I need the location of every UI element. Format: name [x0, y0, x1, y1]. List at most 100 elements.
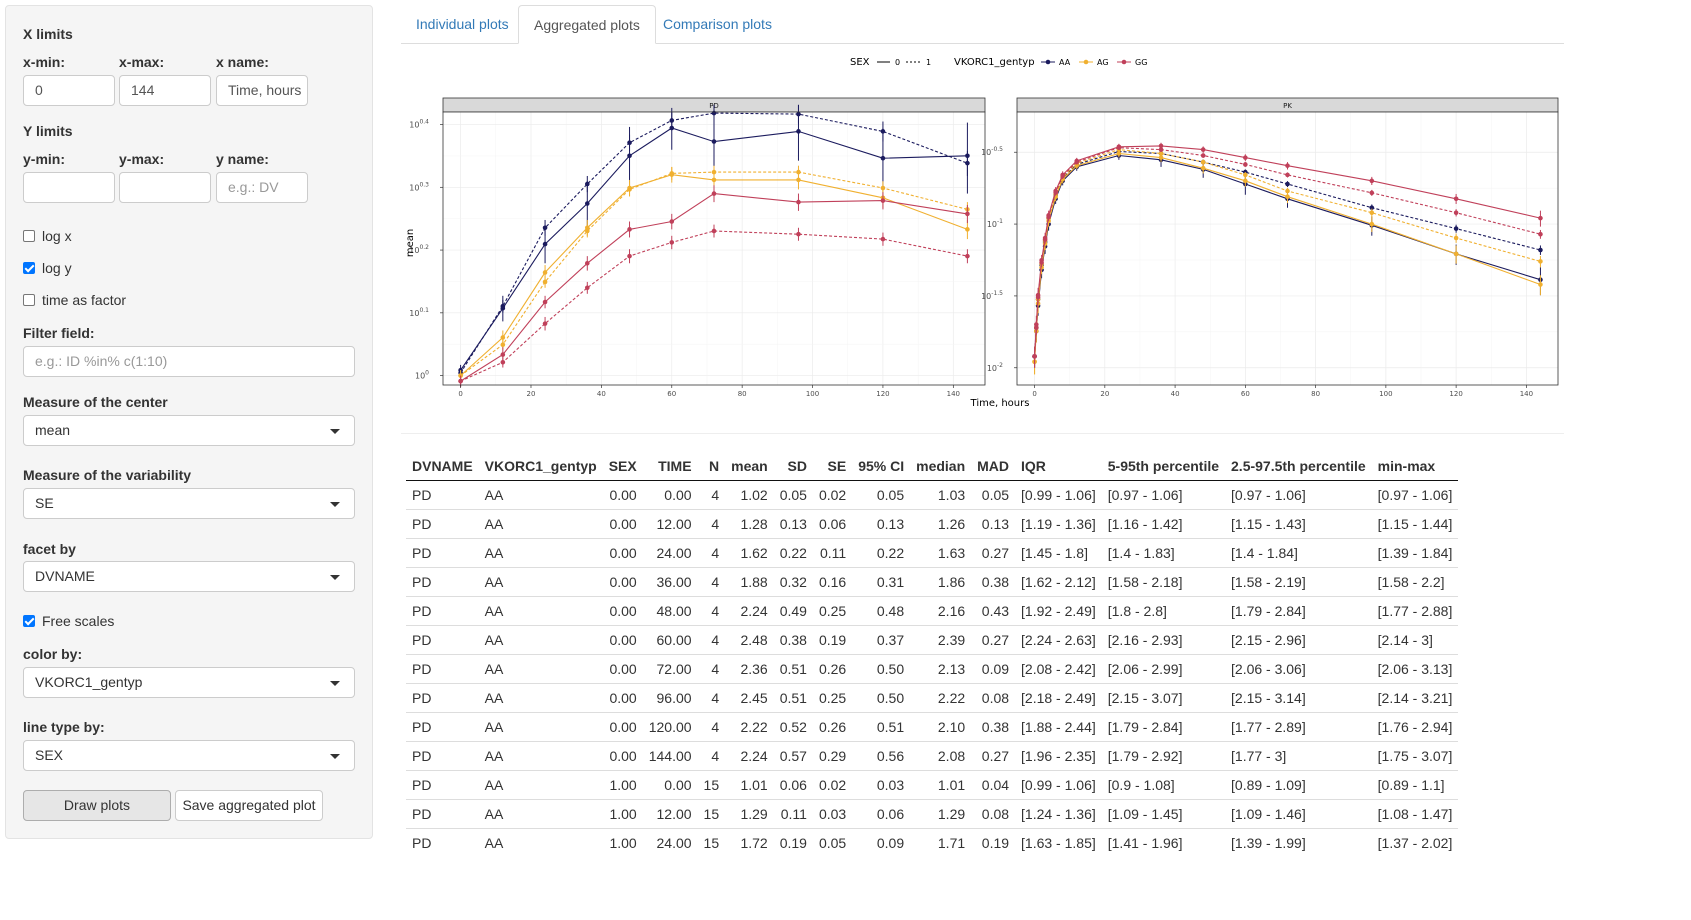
- tab-comparison-plots[interactable]: Comparison plots: [663, 16, 772, 32]
- data-point: [1243, 172, 1248, 178]
- table-cell: 12.00: [642, 799, 698, 829]
- data-point: [542, 241, 548, 247]
- table-header-cell[interactable]: IQR: [1015, 452, 1102, 481]
- variability-select[interactable]: SE: [23, 488, 355, 519]
- table-cell: PD: [406, 596, 479, 626]
- facet-value: DVNAME: [35, 568, 95, 584]
- table-header-cell[interactable]: SEX: [602, 452, 643, 481]
- data-point: [542, 299, 548, 305]
- table-cell: 1.26: [910, 509, 972, 539]
- table-header-cell[interactable]: min-max: [1371, 452, 1459, 481]
- facet-select[interactable]: DVNAME: [23, 561, 355, 592]
- data-point: [965, 227, 970, 232]
- xmin-input[interactable]: 0: [23, 75, 115, 106]
- table-cell: 15: [697, 770, 726, 800]
- table-row: PD AA 1.00 12.00 15 1.29 0.11 0.03 0.06 1.29 0.08[…: [406, 799, 1459, 829]
- table-cell: [2.06 - 3.06]: [1225, 654, 1372, 684]
- time-factor-box[interactable]: [23, 294, 35, 306]
- table-cell: 0.37: [852, 625, 911, 655]
- free-scales-checkbox[interactable]: Free scales: [23, 613, 114, 629]
- table-cell: 0.50: [852, 654, 911, 684]
- data-point: [711, 177, 717, 183]
- x-tick-label: 120: [876, 390, 889, 398]
- y-tick-label: 10-1.5: [981, 290, 1003, 301]
- table-header-cell[interactable]: N: [697, 452, 726, 481]
- save-aggregated-plot-button[interactable]: Save aggregated plot: [175, 790, 323, 821]
- data-point: [584, 228, 590, 234]
- color-select[interactable]: VKORC1_gentyp: [23, 667, 355, 698]
- table-cell: PD: [406, 683, 479, 713]
- table-cell: 4: [697, 712, 726, 742]
- table-cell: 2.45: [725, 683, 774, 713]
- table-row: PD AA 0.00 0.00 4 1.02 0.05 0.02 0.05 1.03 0.05 [0.…: [406, 480, 1459, 510]
- data-point: [627, 140, 632, 146]
- table-cell: AA: [478, 712, 603, 742]
- ymax-input[interactable]: [119, 172, 211, 203]
- table-header-cell[interactable]: 95% CI: [852, 452, 911, 481]
- x-tick-label: 60: [1241, 390, 1250, 398]
- table-cell: 1.72: [725, 828, 774, 857]
- table-cell: [0.99 - 1.06]: [1015, 480, 1102, 510]
- table-cell: [1.4 - 1.83]: [1101, 538, 1226, 568]
- data-point: [1285, 163, 1290, 168]
- table-header-cell[interactable]: SE: [812, 452, 853, 481]
- free-scales-box[interactable]: [23, 615, 35, 627]
- table-header-cell[interactable]: 5-95th percentile: [1101, 452, 1226, 481]
- data-point: [1369, 205, 1375, 211]
- data-point: [542, 225, 548, 231]
- logy-checkbox[interactable]: log y: [23, 260, 72, 276]
- linetype-select[interactable]: SEX: [23, 740, 355, 771]
- table-cell: 0.08: [971, 799, 1016, 829]
- table-cell: [1.09 - 1.45]: [1101, 799, 1226, 829]
- yname-input[interactable]: e.g.: DV: [216, 172, 308, 203]
- time-factor-checkbox[interactable]: time as factor: [23, 292, 126, 308]
- logx-checkbox[interactable]: log x: [23, 228, 72, 244]
- xmax-input[interactable]: 144: [119, 75, 211, 106]
- data-point: [1369, 221, 1375, 227]
- table-header-cell[interactable]: DVNAME: [406, 452, 479, 481]
- filter-input[interactable]: e.g.: ID %in% c(1:10): [23, 346, 355, 377]
- table-header-cell[interactable]: SD: [773, 452, 813, 481]
- center-select[interactable]: mean: [23, 415, 355, 446]
- data-point: [796, 231, 801, 237]
- table-header-cell[interactable]: mean: [725, 452, 774, 481]
- table-cell: [1.88 - 2.44]: [1015, 712, 1102, 742]
- data-point: [965, 160, 970, 166]
- ymin-input[interactable]: [23, 172, 115, 203]
- data-point: [669, 171, 675, 176]
- data-point: [627, 253, 632, 259]
- table-cell: 1.00: [602, 799, 643, 829]
- table-cell: [2.15 - 3.14]: [1225, 683, 1372, 713]
- table-cell: 0.57: [773, 741, 813, 771]
- table-header-cell[interactable]: VKORC1_gentyp: [478, 452, 603, 481]
- table-header-cell[interactable]: median: [910, 452, 972, 481]
- tab-bar: Individual plots Aggregated plots Compar…: [401, 5, 1564, 44]
- draw-plots-button[interactable]: Draw plots: [23, 790, 171, 821]
- legend-point-AA: [1045, 59, 1051, 65]
- free-scales-label: Free scales: [42, 613, 115, 629]
- data-point: [1243, 178, 1248, 184]
- logx-box[interactable]: [23, 230, 35, 242]
- center-label: Measure of the center: [23, 394, 168, 410]
- table-header-cell[interactable]: TIME: [642, 452, 698, 481]
- table-cell: 0.00: [602, 683, 643, 713]
- linetype-label: line type by:: [23, 719, 105, 735]
- data-point: [1369, 210, 1375, 215]
- table-cell: 0.09: [971, 654, 1016, 684]
- xname-input[interactable]: Time, hours: [216, 75, 308, 106]
- logy-box[interactable]: [23, 262, 35, 274]
- table-cell: [0.89 - 1.09]: [1225, 770, 1372, 800]
- table-header-cell[interactable]: 2.5-97.5th percentile: [1225, 452, 1372, 481]
- y-tick-label: 100.1: [409, 307, 429, 318]
- table-cell: 4: [697, 538, 726, 568]
- y-tick-label: 100: [415, 370, 429, 381]
- tab-individual-plots[interactable]: Individual plots: [416, 16, 509, 32]
- table-cell: AA: [478, 480, 603, 510]
- data-point: [1200, 165, 1206, 171]
- legend-title-sex: SEX: [850, 57, 870, 68]
- xmax-label: x-max:: [119, 54, 165, 70]
- data-point: [1039, 260, 1044, 265]
- table-header-cell[interactable]: MAD: [971, 452, 1016, 481]
- center-value: mean: [35, 422, 71, 438]
- tab-aggregated-plots[interactable]: Aggregated plots: [518, 5, 656, 44]
